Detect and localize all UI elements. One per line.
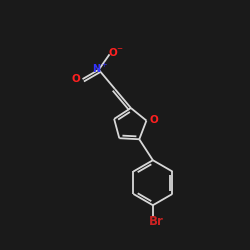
Text: O: O bbox=[72, 74, 81, 84]
Text: O$^{-}$: O$^{-}$ bbox=[108, 46, 124, 58]
Text: O: O bbox=[149, 115, 158, 125]
Text: Br: Br bbox=[148, 216, 163, 228]
Text: N$^+$: N$^+$ bbox=[92, 62, 108, 75]
